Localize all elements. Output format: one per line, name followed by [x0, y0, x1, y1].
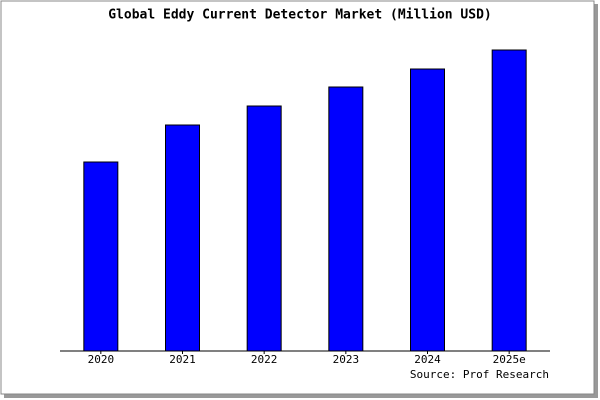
x-tick-label: 2024 — [414, 353, 441, 366]
x-tick-label: 2022 — [251, 353, 278, 366]
bar — [328, 86, 364, 352]
x-tick-label: 2021 — [169, 353, 196, 366]
bar — [83, 161, 119, 352]
chart-title: Global Eddy Current Detector Market (Mil… — [108, 8, 492, 23]
plot-area — [60, 49, 550, 351]
bar — [246, 105, 282, 352]
bar — [410, 68, 445, 352]
x-tick-label: 2020 — [88, 353, 115, 366]
x-tick-label: 2025e — [493, 353, 526, 366]
bar — [165, 124, 200, 352]
x-tick-label: 2023 — [333, 353, 360, 366]
source-note: Source: Prof Research — [410, 368, 549, 381]
bar — [491, 49, 527, 352]
